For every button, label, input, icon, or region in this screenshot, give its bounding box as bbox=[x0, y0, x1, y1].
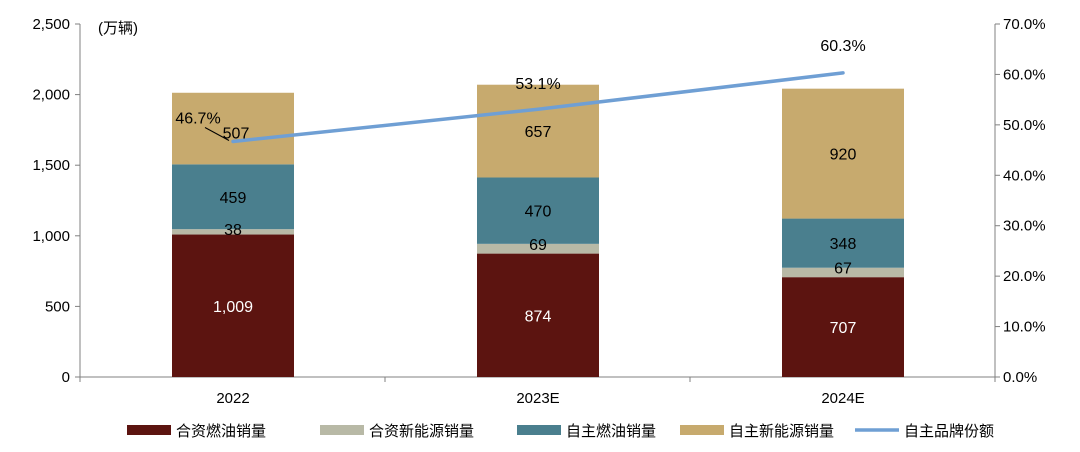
bar-segment bbox=[477, 253, 599, 377]
bar-segment bbox=[477, 84, 599, 178]
bar-segment-label: 874 bbox=[525, 308, 552, 325]
y-right-tick-label: 50.0% bbox=[1003, 117, 1046, 134]
bar-segment-label: 470 bbox=[525, 204, 552, 221]
bar-segment bbox=[782, 88, 904, 219]
y-left-tick-label: 1,000 bbox=[32, 228, 70, 245]
y-right-tick-label: 0.0% bbox=[1003, 369, 1037, 386]
legend-label: 合资新能源销量 bbox=[369, 423, 474, 440]
bar-segment bbox=[782, 218, 904, 268]
bar-segment-label: 507 bbox=[223, 126, 250, 143]
unit-label: (万辆) bbox=[98, 20, 138, 37]
bar-segment-label: 69 bbox=[529, 237, 547, 254]
legend-swatch bbox=[127, 425, 171, 435]
bar-segment-label: 38 bbox=[224, 222, 242, 239]
legend-swatch bbox=[517, 425, 561, 435]
y-left-tick-label: 0 bbox=[62, 369, 70, 386]
legend: 合资燃油销量 合资新能源销量 自主燃油销量 自主新能源销量 自主品牌份额 bbox=[127, 422, 994, 440]
bar-segment-label: 67 bbox=[834, 261, 852, 278]
y-left-tick-label: 2,500 bbox=[32, 16, 70, 33]
bar-segment-label: 348 bbox=[830, 236, 857, 253]
legend-label: 自主品牌份额 bbox=[904, 423, 994, 440]
share-line bbox=[231, 71, 845, 144]
y-left-tick-label: 1,500 bbox=[32, 157, 70, 174]
legend-label: 自主新能源销量 bbox=[729, 423, 834, 440]
bar-segment bbox=[172, 229, 294, 235]
bar-segment-label: 920 bbox=[830, 147, 857, 164]
y-right-tick-label: 10.0% bbox=[1003, 319, 1046, 336]
legend-label: 自主燃油销量 bbox=[566, 422, 656, 440]
x-tick-label: 2022 bbox=[216, 390, 249, 407]
legend-swatch bbox=[680, 425, 724, 435]
bars bbox=[172, 84, 904, 377]
share-line-label: 60.3% bbox=[820, 38, 865, 55]
x-tick-label: 2024E bbox=[821, 390, 864, 407]
y-left-tick-label: 2,000 bbox=[32, 87, 70, 104]
y-right-tick-label: 20.0% bbox=[1003, 268, 1046, 285]
y-right-tick-label: 30.0% bbox=[1003, 218, 1046, 235]
label-leader-line bbox=[204, 127, 230, 141]
y-right-tick-label: 60.0% bbox=[1003, 66, 1046, 83]
data-labels: 1,009 38 459 507 874 69 470 657 707 67 348 920 46.7%… bbox=[175, 38, 865, 337]
y-right-tick-label: 70.0% bbox=[1003, 16, 1046, 33]
x-tick-label: 2023E bbox=[516, 390, 559, 407]
bar-segment-label: 657 bbox=[525, 124, 552, 141]
share-line-path bbox=[231, 71, 845, 144]
share-line-label: 53.1% bbox=[515, 76, 560, 93]
bar-segment bbox=[172, 92, 294, 165]
y-right-tick-label: 40.0% bbox=[1003, 167, 1046, 184]
legend-swatch bbox=[320, 425, 364, 435]
bar-segment-label: 459 bbox=[220, 190, 247, 207]
bar-segment bbox=[172, 234, 294, 377]
bar-segment bbox=[477, 177, 599, 244]
bar-segment bbox=[782, 267, 904, 278]
share-line-label: 46.7% bbox=[175, 110, 220, 127]
bar-segment bbox=[782, 277, 904, 377]
y-left-tick-label: 500 bbox=[45, 298, 70, 315]
bar-segment-label: 1,009 bbox=[213, 299, 253, 316]
bar-segment bbox=[172, 164, 294, 230]
axes: 0 500 1,000 1,500 2,000 2,500 0.0% 10.0% 20.0% 30… bbox=[32, 16, 1045, 407]
bar-segment bbox=[477, 243, 599, 254]
legend-label: 合资燃油销量 bbox=[176, 422, 266, 440]
bar-segment-label: 707 bbox=[830, 320, 857, 337]
